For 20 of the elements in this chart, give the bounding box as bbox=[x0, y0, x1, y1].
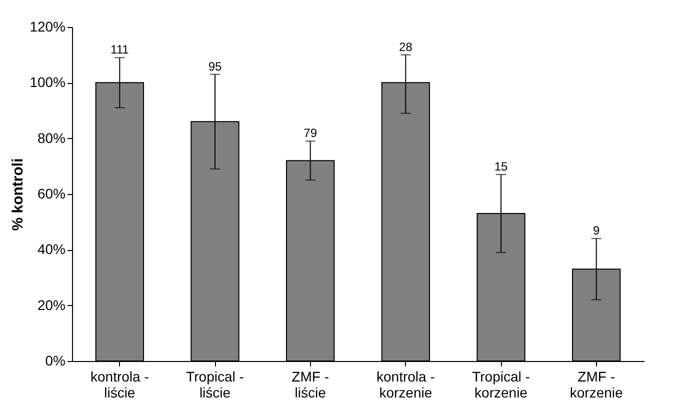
x-tick-label: Tropical - korzenie bbox=[472, 368, 530, 400]
annotation: 9 bbox=[592, 224, 600, 238]
y-axis-title: % kontroli bbox=[10, 158, 27, 231]
y-tick-label: 20% bbox=[37, 296, 66, 313]
y-tick-label: 100% bbox=[30, 74, 66, 90]
y-tick-label: 60% bbox=[37, 186, 66, 202]
x-tick-label: ZMF - korzenie bbox=[570, 368, 624, 400]
annotation: 79 bbox=[304, 126, 318, 140]
x-tick-label: Tropical - liście bbox=[186, 368, 244, 400]
y-tick-label: 40% bbox=[37, 241, 66, 258]
x-tick-label: ZMF - liście bbox=[292, 368, 330, 400]
annotation: 28 bbox=[398, 40, 413, 54]
annotation: 111 bbox=[110, 42, 130, 57]
y-tick-label: 120% bbox=[30, 18, 66, 34]
y-tick-label: 0% bbox=[45, 352, 66, 368]
annotation: 15 bbox=[494, 160, 508, 174]
x-tick-label: kontrola - korzenie bbox=[376, 368, 436, 400]
x-tick-label: kontrola - liście bbox=[90, 368, 150, 400]
y-tick-label: 80% bbox=[37, 130, 66, 146]
annotation: 95 bbox=[208, 59, 222, 74]
